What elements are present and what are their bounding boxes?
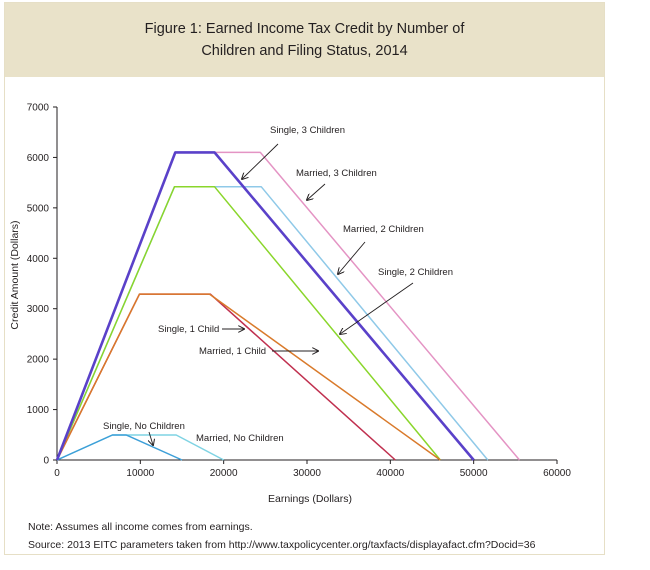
annotation-label: Married, No Children [196, 433, 284, 444]
y-tick-label: 4000 [27, 254, 50, 265]
x-tick-label: 30000 [293, 468, 321, 479]
x-tick-label: 0 [54, 468, 60, 479]
x-tick-label: 60000 [543, 468, 571, 479]
title-band: Figure 1: Earned Income Tax Credit by Nu… [5, 3, 604, 77]
annotation-label: Single, No Children [103, 421, 185, 432]
series-line-single-2-children [56, 185, 441, 461]
annotation-label: Single, 1 Child [158, 324, 219, 335]
annotation-label: Single, 2 Children [378, 267, 453, 278]
y-tick-label: 5000 [27, 203, 50, 214]
x-tick-label: 50000 [460, 468, 488, 479]
notes: Note: Assumes all income comes from earn… [28, 518, 535, 554]
figure-frame: Figure 1: Earned Income Tax Credit by Nu… [4, 2, 605, 555]
source-text: Source: 2013 EITC parameters taken from … [28, 539, 536, 551]
annotation-label: Single, 3 Children [270, 125, 345, 136]
y-tick-label: 6000 [27, 153, 50, 164]
annotation-label: Married, 1 Child [199, 346, 266, 357]
y-tick-label: 2000 [27, 355, 50, 366]
y-tick-label: 0 [43, 456, 49, 467]
y-tick-label: 1000 [27, 405, 50, 416]
note-text: Note: Assumes all income comes from earn… [28, 521, 253, 533]
annotation-arrow [307, 183, 326, 200]
y-tick-label: 7000 [27, 103, 50, 114]
y-axis-label: Credit Amount (Dollars) [9, 220, 21, 329]
series-line-single-1-child [56, 293, 441, 461]
chart-title-line-1: Figure 1: Earned Income Tax Credit by Nu… [144, 21, 465, 37]
y-tick-label: 3000 [27, 304, 50, 315]
x-axis-label: Earnings (Dollars) [268, 493, 352, 505]
annotations-group: Single, 3 Children Married, 3 Children Mar… [103, 125, 453, 445]
chart-title-line-2: Children and Filing Status, 2014 [201, 43, 408, 59]
series-group [55, 151, 521, 461]
axes: 0 10000 20000 30000 40000 50000 60000 0 1000 2000… [27, 103, 572, 480]
annotation-label: Married, 3 Children [296, 168, 377, 179]
chart-title: Figure 1: Earned Income Tax Credit by Nu… [145, 18, 465, 62]
annotation-arrow [149, 431, 153, 445]
x-tick-label: 10000 [126, 468, 154, 479]
x-tick-label: 20000 [210, 468, 238, 479]
annotation-arrow [338, 241, 366, 274]
annotation-arrow [340, 282, 414, 334]
series-line-single-no-children [56, 434, 183, 461]
x-tick-label: 40000 [376, 468, 404, 479]
series-line-single-3-children [55, 151, 475, 461]
annotation-arrow [242, 143, 279, 179]
annotation-label: Married, 2 Children [343, 224, 424, 235]
